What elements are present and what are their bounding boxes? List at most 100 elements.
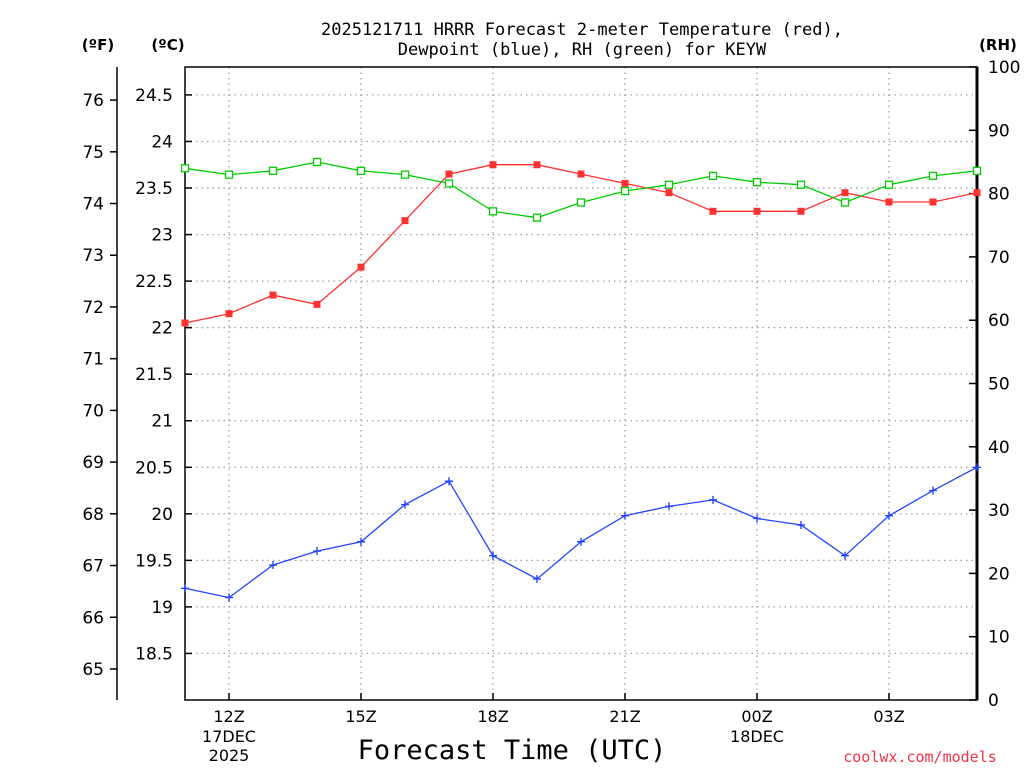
- celsius-tick-label: 19.5: [135, 551, 173, 571]
- rh-axis-header: (RH): [979, 36, 1017, 54]
- data-point-dewpoint: [357, 537, 365, 546]
- data-point-temperature: [973, 189, 981, 197]
- data-point-rh: [576, 198, 586, 207]
- data-point-rh: [356, 166, 366, 175]
- fahrenheit-tick-label: 74: [82, 195, 104, 215]
- data-point-temperature: [665, 189, 673, 197]
- data-point-dewpoint: [313, 547, 321, 556]
- rh-tick-label: 0: [988, 691, 999, 711]
- data-point-rh: [664, 180, 674, 189]
- rh-tick-label: 40: [988, 438, 1010, 458]
- data-point-dewpoint: [885, 511, 893, 520]
- celsius-tick-label: 24.5: [135, 86, 173, 106]
- data-point-rh: [312, 157, 322, 167]
- x-tick-date-label: 17DEC: [202, 727, 256, 746]
- data-point-rh: [752, 178, 762, 187]
- data-point-dewpoint: [665, 502, 673, 511]
- data-point-temperature: [709, 207, 717, 215]
- data-point-dewpoint: [753, 514, 761, 523]
- celsius-tick-label: 20: [151, 505, 173, 525]
- data-point-temperature: [313, 300, 321, 308]
- x-tick-label: 18Z: [477, 707, 508, 726]
- data-point-dewpoint: [269, 561, 277, 570]
- data-point-temperature: [269, 291, 277, 299]
- x-tick-label: 15Z: [345, 707, 376, 726]
- fahrenheit-tick-label: 65: [82, 660, 104, 680]
- celsius-tick-label: 23: [151, 226, 173, 246]
- data-point-temperature: [885, 198, 893, 206]
- x-tick-label: 12Z: [213, 707, 244, 726]
- x-tick-label: 21Z: [609, 707, 640, 726]
- data-point-rh: [708, 171, 718, 181]
- rh-tick-label: 10: [988, 628, 1010, 648]
- series-line-dewpoint: [184, 466, 978, 599]
- data-point-temperature: [753, 207, 761, 215]
- data-point-dewpoint: [929, 486, 937, 495]
- x-tick-date-label: 18DEC: [730, 727, 784, 746]
- data-point-rh: [840, 198, 850, 207]
- data-point-rh: [400, 170, 410, 179]
- celsius-axis-header: (ºC): [151, 36, 184, 54]
- data-point-rh: [796, 180, 806, 189]
- data-point-rh: [488, 207, 498, 216]
- data-point-dewpoint: [445, 477, 453, 486]
- data-point-dewpoint: [841, 551, 849, 560]
- rh-tick-label: 30: [988, 501, 1010, 521]
- rh-tick-label: 70: [988, 248, 1010, 268]
- x-tick-year-label: 2025: [209, 746, 250, 765]
- data-point-temperature: [181, 319, 189, 327]
- data-point-dewpoint: [489, 551, 497, 560]
- celsius-tick-label: 22.5: [135, 272, 173, 292]
- fahrenheit-tick-label: 71: [82, 350, 104, 370]
- celsius-tick-label: 21.5: [135, 365, 173, 385]
- data-point-temperature: [533, 161, 541, 169]
- fahrenheit-tick-label: 69: [82, 453, 104, 473]
- data-point-rh: [532, 213, 542, 222]
- fahrenheit-tick-label: 76: [82, 91, 104, 111]
- data-point-dewpoint: [973, 463, 981, 472]
- data-point-rh: [268, 166, 278, 175]
- rh-tick-label: 100: [988, 58, 1020, 78]
- data-point-temperature: [621, 179, 629, 187]
- x-axis-label: Forecast Time (UTC): [358, 735, 667, 766]
- fahrenheit-tick-label: 70: [82, 401, 104, 421]
- data-point-temperature: [401, 217, 409, 225]
- data-point-dewpoint: [709, 495, 717, 504]
- rh-tick-label: 80: [988, 185, 1010, 205]
- chart-title-line-1: 2025121711 HRRR Forecast 2-meter Tempera…: [321, 20, 843, 40]
- chart-title-line-2: Dewpoint (blue), RH (green) for KEYW: [398, 40, 767, 60]
- data-point-rh: [180, 164, 190, 173]
- fahrenheit-tick-label: 73: [82, 246, 104, 266]
- celsius-tick-label: 20.5: [135, 458, 173, 478]
- data-point-rh: [884, 180, 894, 189]
- data-point-temperature: [797, 207, 805, 215]
- credit-text: coolwx.com/models: [843, 748, 997, 766]
- data-point-dewpoint: [225, 593, 233, 602]
- fahrenheit-tick-label: 67: [82, 557, 104, 577]
- celsius-tick-label: 21: [151, 412, 173, 432]
- data-point-dewpoint: [401, 500, 409, 509]
- x-tick-label: 00Z: [741, 707, 772, 726]
- data-point-dewpoint: [181, 584, 189, 593]
- data-point-temperature: [225, 310, 233, 318]
- data-point-dewpoint: [621, 511, 629, 520]
- x-tick-label: 03Z: [873, 707, 904, 726]
- celsius-tick-label: 22: [151, 319, 173, 339]
- data-point-dewpoint: [577, 537, 585, 546]
- data-point-rh: [972, 166, 982, 175]
- data-point-dewpoint: [533, 574, 541, 583]
- data-point-temperature: [577, 170, 585, 178]
- celsius-tick-label: 18.5: [135, 644, 173, 664]
- rh-tick-label: 90: [988, 121, 1010, 141]
- celsius-tick-label: 23.5: [135, 179, 173, 199]
- data-point-temperature: [929, 198, 937, 206]
- fahrenheit-tick-label: 68: [82, 505, 104, 525]
- data-point-temperature: [489, 161, 497, 169]
- data-point-temperature: [841, 189, 849, 197]
- data-point-rh: [224, 170, 234, 179]
- data-point-dewpoint: [797, 520, 805, 529]
- celsius-tick-label: 24: [151, 132, 173, 152]
- data-point-rh: [928, 171, 938, 181]
